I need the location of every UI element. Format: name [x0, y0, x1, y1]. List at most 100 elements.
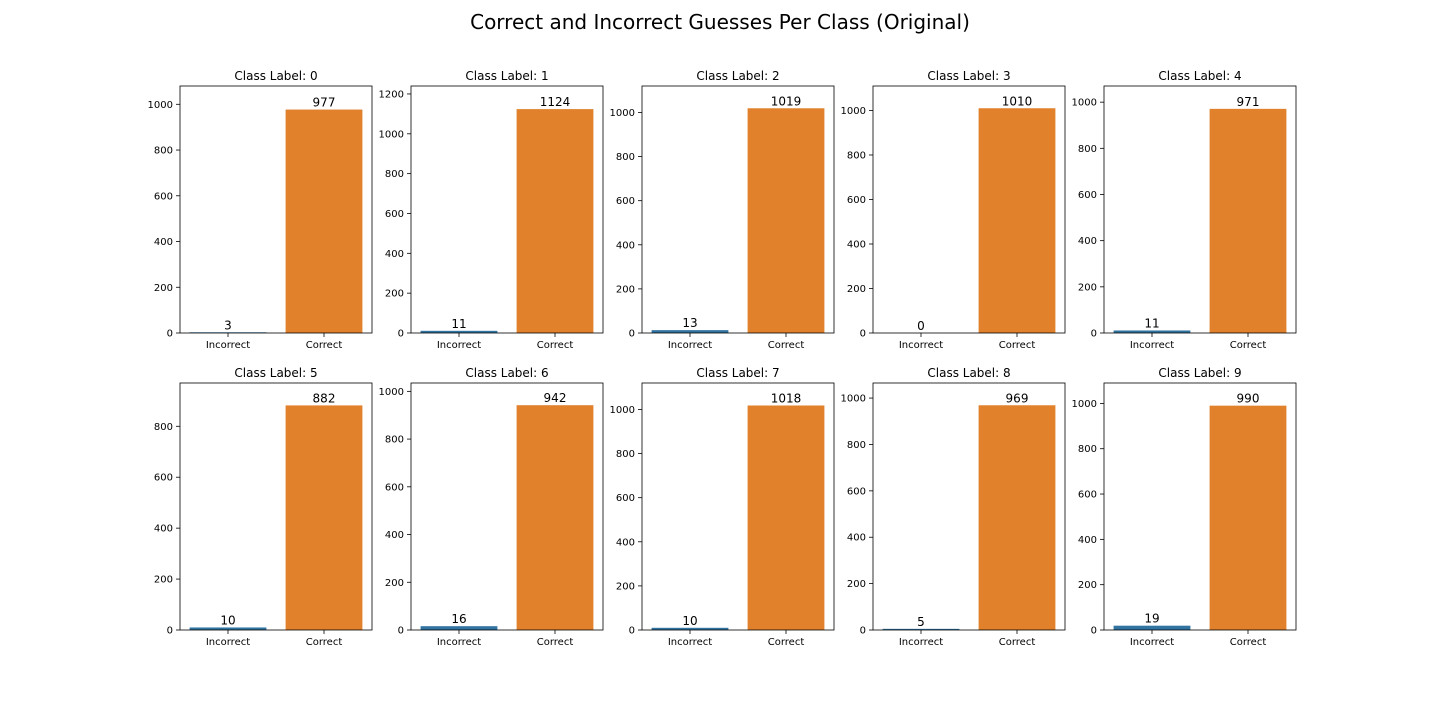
incorrect-bar: [882, 628, 960, 630]
y-tick-label: 1000: [148, 100, 173, 111]
y-tick-label: 1000: [841, 106, 866, 117]
y-tick-label: 0: [167, 626, 173, 637]
bar-value-label: 19: [1144, 612, 1159, 626]
bar-value-label: 11: [1144, 316, 1159, 330]
y-tick-label: 800: [154, 146, 173, 157]
y-tick-label: 600: [1078, 190, 1097, 201]
correct-bar: [285, 109, 363, 333]
bar-value-label: 882: [313, 391, 336, 405]
axes-frame: [179, 85, 373, 334]
x-tick-label: Correct: [768, 340, 805, 351]
y-tick-label: 0: [860, 626, 866, 637]
subplot-title: Class Label: 9: [1158, 366, 1241, 380]
bar-value-label: 10: [682, 614, 697, 628]
axes-frame: [872, 85, 1066, 334]
y-tick-label: 600: [616, 493, 635, 504]
y-tick-label: 400: [1078, 236, 1097, 247]
axes-frame: [641, 382, 835, 631]
y-tick-label: 400: [385, 530, 404, 541]
y-tick-label: 1000: [610, 108, 635, 119]
x-tick-label: Correct: [537, 637, 574, 648]
y-tick-label: 1000: [379, 129, 404, 140]
x-tick-label: Incorrect: [437, 340, 481, 351]
axes-frame: [410, 85, 604, 334]
y-tick-label: 400: [154, 524, 173, 535]
y-tick-label: 800: [1078, 444, 1097, 455]
y-tick-label: 600: [154, 473, 173, 484]
y-tick-label: 0: [1091, 329, 1097, 340]
y-tick-label: 600: [385, 209, 404, 220]
bar-value-label: 3: [224, 318, 232, 332]
correct-bar: [1209, 108, 1287, 333]
y-tick-label: 400: [1078, 535, 1097, 546]
bar-value-label: 11: [451, 317, 466, 331]
bar-value-label: 16: [451, 612, 466, 626]
x-tick-label: Correct: [768, 637, 805, 648]
correct-bar: [747, 405, 825, 630]
y-tick-label: 1000: [379, 387, 404, 398]
bar-value-label: 1019: [771, 94, 802, 108]
subplot-class-7: Class Label: 7 10 Incorrect 1018 Correct 0 200…: [610, 366, 835, 648]
subplot-title: Class Label: 3: [927, 69, 1010, 83]
y-tick-label: 1000: [1072, 399, 1097, 410]
correct-bar: [1209, 405, 1287, 630]
y-tick-label: 600: [385, 482, 404, 493]
x-tick-label: Correct: [999, 340, 1036, 351]
x-tick-label: Incorrect: [1130, 637, 1174, 648]
incorrect-bar: [420, 330, 498, 333]
correct-bar: [285, 405, 363, 630]
subplot-title: Class Label: 4: [1158, 69, 1241, 83]
x-tick-label: Incorrect: [1130, 340, 1174, 351]
y-tick-label: 0: [860, 329, 866, 340]
incorrect-bar: [189, 627, 267, 630]
y-tick-label: 800: [616, 152, 635, 163]
subplot-title: Class Label: 8: [927, 366, 1010, 380]
axes-frame: [1103, 85, 1297, 334]
bar-value-label: 942: [544, 391, 567, 405]
y-tick-label: 400: [616, 240, 635, 251]
y-tick-label: 800: [616, 449, 635, 460]
y-tick-label: 0: [398, 626, 404, 637]
subplot-title: Class Label: 0: [234, 69, 317, 83]
y-tick-label: 200: [616, 284, 635, 295]
subplot-class-9: Class Label: 9 19 Incorrect 990 Correct 0 200 4…: [1072, 366, 1297, 648]
bar-value-label: 969: [1006, 391, 1029, 405]
x-tick-label: Incorrect: [899, 340, 943, 351]
correct-bar: [978, 108, 1056, 333]
bar-value-label: 1124: [540, 95, 571, 109]
subplot-class-1: Class Label: 1 11 Incorrect 1124 Correct 0 200…: [379, 69, 604, 351]
x-tick-label: Correct: [306, 637, 343, 648]
subplot-title: Class Label: 5: [234, 366, 317, 380]
x-tick-label: Correct: [1230, 637, 1267, 648]
x-tick-label: Correct: [1230, 340, 1267, 351]
subplot-class-0: Class Label: 0 3 Incorrect 977 Correct 0 200 40…: [148, 69, 373, 351]
correct-bar: [516, 109, 594, 334]
bar-value-label: 1010: [1002, 94, 1033, 108]
x-tick-label: Incorrect: [206, 637, 250, 648]
y-tick-label: 200: [154, 575, 173, 586]
x-tick-label: Incorrect: [899, 637, 943, 648]
bar-value-label: 10: [220, 613, 235, 627]
y-tick-label: 800: [1078, 144, 1097, 155]
y-tick-label: 400: [385, 249, 404, 260]
y-tick-label: 200: [385, 289, 404, 300]
y-tick-label: 800: [847, 150, 866, 161]
incorrect-bar: [1113, 625, 1191, 630]
y-tick-label: 400: [616, 537, 635, 548]
y-tick-label: 800: [385, 435, 404, 446]
bar-value-label: 0: [917, 319, 925, 333]
figure-title: Correct and Incorrect Guesses Per Class …: [470, 10, 970, 34]
incorrect-bar: [651, 627, 729, 630]
y-tick-label: 600: [154, 191, 173, 202]
correct-bar: [747, 108, 825, 333]
correct-bar: [978, 405, 1056, 630]
y-tick-label: 0: [167, 329, 173, 340]
y-tick-label: 600: [847, 486, 866, 497]
y-tick-label: 200: [847, 579, 866, 590]
y-tick-label: 200: [1078, 282, 1097, 293]
subplot-title: Class Label: 1: [465, 69, 548, 83]
x-tick-label: Incorrect: [437, 637, 481, 648]
y-tick-label: 200: [847, 284, 866, 295]
axes-frame: [179, 382, 373, 631]
y-tick-label: 800: [847, 440, 866, 451]
